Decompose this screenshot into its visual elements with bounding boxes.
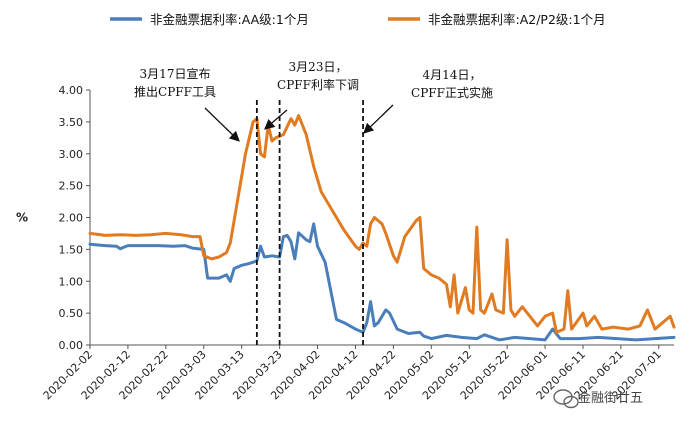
legend-label-2: 非金融票据利率:A2/P2级:1个月 — [428, 12, 606, 27]
annotation-arrow-2 — [264, 109, 288, 130]
series-layer — [88, 114, 676, 342]
y-tick-label: 0.00 — [59, 339, 84, 352]
watermark-text: 金融街廿五 — [578, 390, 643, 406]
annotation-2-line-1: 3月23日， — [289, 60, 348, 74]
axes: 0.000.501.001.502.002.503.003.504.002020… — [16, 84, 674, 402]
annotation-1-line-1: 3月17日宣布 — [140, 66, 211, 81]
legend-label-1: 非金融票据利率:AA级:1个月 — [150, 12, 309, 27]
legend: 非金融票据利率:AA级:1个月 非金融票据利率:A2/P2级:1个月 — [110, 12, 606, 27]
y-tick-label: 4.00 — [59, 84, 84, 97]
annotation-1-line-2: 推出CPFF工具 — [134, 85, 216, 99]
series-line-2 — [88, 114, 676, 334]
y-tick-label: 3.00 — [59, 148, 84, 161]
annotation-3-line-1: 4月14日， — [423, 68, 482, 82]
y-tick-label: 2.00 — [59, 212, 84, 225]
annotation-arrow-3 — [363, 104, 394, 134]
y-tick-label: 3.50 — [59, 116, 84, 129]
watermark: 金融街廿五 — [553, 389, 643, 409]
annotation-3-line-2: CPFF正式实施 — [411, 85, 493, 100]
y-tick-label: 0.50 — [59, 307, 84, 320]
annotation-2-line-2: CPFF利率下调 — [277, 77, 359, 92]
y-tick-label: 1.00 — [59, 275, 84, 288]
y-tick-label: 1.50 — [59, 243, 84, 256]
annotation-arrow-1 — [204, 107, 240, 142]
y-axis-label: % — [16, 211, 28, 225]
series-line-1 — [88, 222, 676, 342]
annotation-lines — [255, 100, 364, 345]
wechat-icon — [553, 389, 579, 409]
y-tick-label: 2.50 — [59, 180, 84, 193]
